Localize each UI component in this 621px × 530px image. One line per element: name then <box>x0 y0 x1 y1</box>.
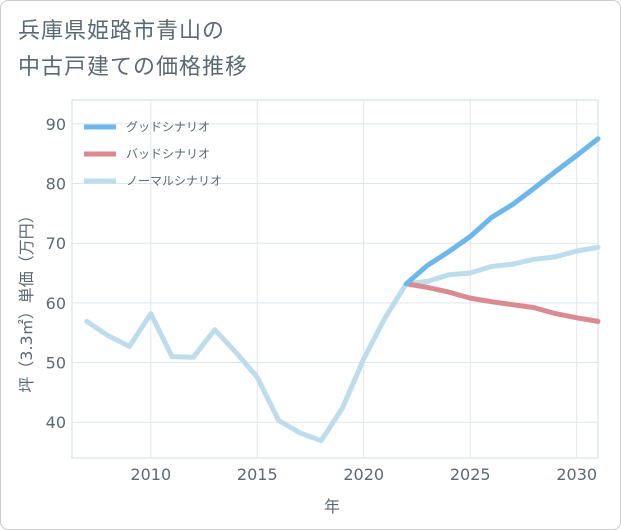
x-tick-label-2010: 2010 <box>130 465 171 484</box>
legend-label-2: バッドシナリオ <box>126 147 210 161</box>
series-line-2 <box>403 281 601 324</box>
x-ticks: 2010 2015 2020 2025 2030 <box>130 465 597 484</box>
plot-area <box>71 99 599 459</box>
y-ticks: 40 50 60 70 80 90 <box>46 115 66 432</box>
x-tick-label-2025: 2025 <box>450 465 491 484</box>
y-tick-label-90: 90 <box>46 115 66 134</box>
chart-title-line1: 兵庫県姫路市青山の <box>18 19 226 44</box>
series-lines <box>84 136 601 444</box>
chart-title: 兵庫県姫路市青山の 中古戸建ての価格推移 <box>18 14 248 86</box>
y-tick-label-80: 80 <box>46 175 66 194</box>
series-line-1 <box>403 136 601 287</box>
x-axis-label: 年 <box>324 497 340 516</box>
series-line-3 <box>84 244 601 444</box>
y-tick-label-40: 40 <box>46 413 66 432</box>
y-tick-label-70: 70 <box>46 234 66 253</box>
x-tick-label-2020: 2020 <box>343 465 384 484</box>
y-tick-label-50: 50 <box>46 354 66 373</box>
chart-title-line2: 中古戸建ての価格推移 <box>18 55 249 80</box>
x-tick-label-2030: 2030 <box>556 465 597 484</box>
y-axis-label: 坪（3.3㎡）単価（万円） <box>17 207 36 392</box>
grid <box>72 100 598 458</box>
x-tick-label-2015: 2015 <box>237 465 278 484</box>
y-tick-label-60: 60 <box>46 294 66 313</box>
legend-label-1: グッドシナリオ <box>126 120 210 134</box>
legend-label-3: ノーマルシナリオ <box>126 174 222 188</box>
